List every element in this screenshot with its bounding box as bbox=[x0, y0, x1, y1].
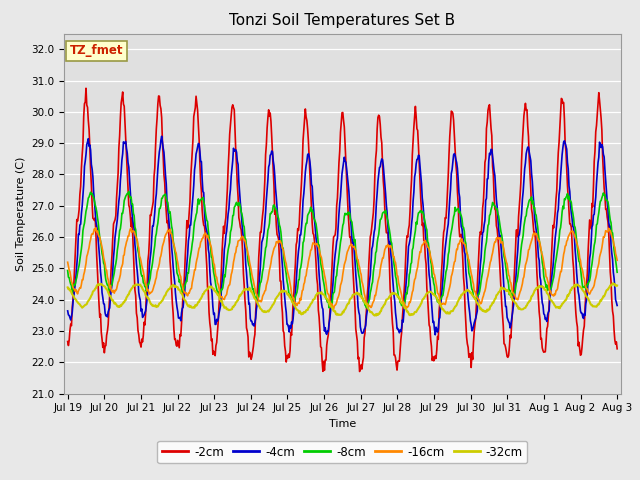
-32cm bbox=[64, 285, 72, 290]
Title: Tonzi Soil Temperatures Set B: Tonzi Soil Temperatures Set B bbox=[229, 13, 456, 28]
-2cm bbox=[427, 337, 435, 343]
Y-axis label: Soil Temperature (C): Soil Temperature (C) bbox=[15, 156, 26, 271]
-16cm bbox=[411, 276, 419, 282]
-32cm bbox=[371, 312, 379, 318]
-2cm bbox=[82, 85, 90, 91]
-16cm bbox=[330, 306, 337, 312]
-32cm bbox=[186, 304, 194, 310]
-32cm bbox=[410, 311, 418, 317]
-32cm bbox=[609, 280, 617, 286]
-4cm bbox=[613, 302, 621, 308]
Line: -4cm: -4cm bbox=[68, 136, 617, 335]
-2cm bbox=[64, 338, 72, 344]
Legend: -2cm, -4cm, -8cm, -16cm, -32cm: -2cm, -4cm, -8cm, -16cm, -32cm bbox=[157, 441, 527, 463]
-32cm bbox=[131, 283, 138, 288]
Line: -16cm: -16cm bbox=[68, 228, 617, 309]
-4cm bbox=[431, 332, 439, 338]
X-axis label: Time: Time bbox=[329, 419, 356, 429]
-2cm bbox=[613, 346, 621, 352]
-16cm bbox=[92, 225, 100, 231]
-2cm bbox=[187, 175, 195, 181]
-4cm bbox=[426, 277, 434, 283]
-8cm bbox=[427, 258, 435, 264]
-8cm bbox=[64, 268, 72, 274]
-16cm bbox=[74, 291, 81, 297]
-16cm bbox=[216, 290, 223, 296]
-8cm bbox=[325, 305, 333, 311]
Line: -32cm: -32cm bbox=[68, 283, 617, 315]
-32cm bbox=[215, 294, 223, 300]
-8cm bbox=[125, 189, 132, 194]
Text: TZ_fmet: TZ_fmet bbox=[70, 44, 123, 58]
-4cm bbox=[74, 252, 81, 257]
-8cm bbox=[187, 252, 195, 257]
-2cm bbox=[131, 287, 139, 293]
Line: -2cm: -2cm bbox=[68, 88, 617, 372]
Line: -8cm: -8cm bbox=[68, 192, 617, 308]
-2cm bbox=[74, 218, 81, 224]
-4cm bbox=[216, 307, 223, 312]
-2cm bbox=[411, 114, 419, 120]
-4cm bbox=[187, 222, 195, 228]
-4cm bbox=[410, 190, 418, 195]
-8cm bbox=[613, 269, 621, 275]
-4cm bbox=[131, 226, 138, 232]
-16cm bbox=[613, 257, 621, 263]
-16cm bbox=[187, 286, 195, 292]
-8cm bbox=[131, 224, 139, 230]
-4cm bbox=[158, 133, 166, 139]
-8cm bbox=[216, 293, 223, 299]
-32cm bbox=[74, 299, 81, 305]
-16cm bbox=[427, 254, 435, 260]
-16cm bbox=[64, 259, 72, 265]
-16cm bbox=[131, 231, 139, 237]
-8cm bbox=[411, 232, 419, 238]
-2cm bbox=[356, 369, 364, 374]
-32cm bbox=[613, 283, 621, 288]
-8cm bbox=[74, 270, 81, 276]
-2cm bbox=[216, 293, 223, 299]
-4cm bbox=[64, 308, 72, 314]
-32cm bbox=[426, 288, 434, 294]
